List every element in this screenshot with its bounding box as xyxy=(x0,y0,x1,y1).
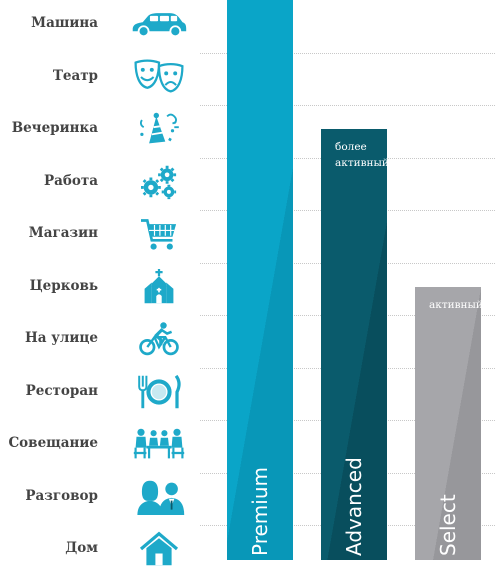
bar-advanced: Advanced более активный xyxy=(321,129,387,560)
bar-highlight xyxy=(321,129,387,560)
row-gridline xyxy=(200,105,495,106)
meeting-icon xyxy=(130,426,188,462)
activity-label: Церковь xyxy=(29,277,98,294)
activity-label: Вечеринка xyxy=(11,120,98,136)
church-icon xyxy=(130,268,188,305)
party-icon xyxy=(130,111,188,147)
bar-highlight xyxy=(227,0,293,560)
bar-premium: Premium xyxy=(227,0,293,560)
bar-tag-label: активный xyxy=(429,298,481,311)
activity-label: Разговор xyxy=(25,487,98,504)
activity-label: Магазин xyxy=(28,225,98,241)
car-icon xyxy=(130,6,188,42)
bar-name-label: Advanced xyxy=(342,457,366,556)
activity-label: Ресторан xyxy=(25,382,98,399)
activity-label: Совещание xyxy=(8,435,98,451)
theater-masks-icon xyxy=(130,58,188,95)
bar-name-label: Premium xyxy=(248,467,272,556)
row-gridline xyxy=(200,52,495,54)
activity-label: На улице xyxy=(25,330,98,346)
house-icon xyxy=(130,531,188,567)
cyclist-icon xyxy=(130,321,188,357)
activity-label: Дом xyxy=(65,540,98,556)
bar-tag-label: более активный xyxy=(335,141,387,170)
restaurant-icon xyxy=(130,374,188,410)
activity-label: Работа xyxy=(43,172,98,189)
gears-icon xyxy=(130,164,188,200)
bar-select: Select активный xyxy=(415,286,481,560)
activity-label: Машина xyxy=(31,15,98,31)
activity-label: Театр xyxy=(52,67,98,84)
shopping-cart-icon xyxy=(130,216,188,252)
conversation-icon xyxy=(130,479,188,515)
bar-highlight xyxy=(415,286,481,560)
bar-name-label: Select xyxy=(436,494,460,556)
